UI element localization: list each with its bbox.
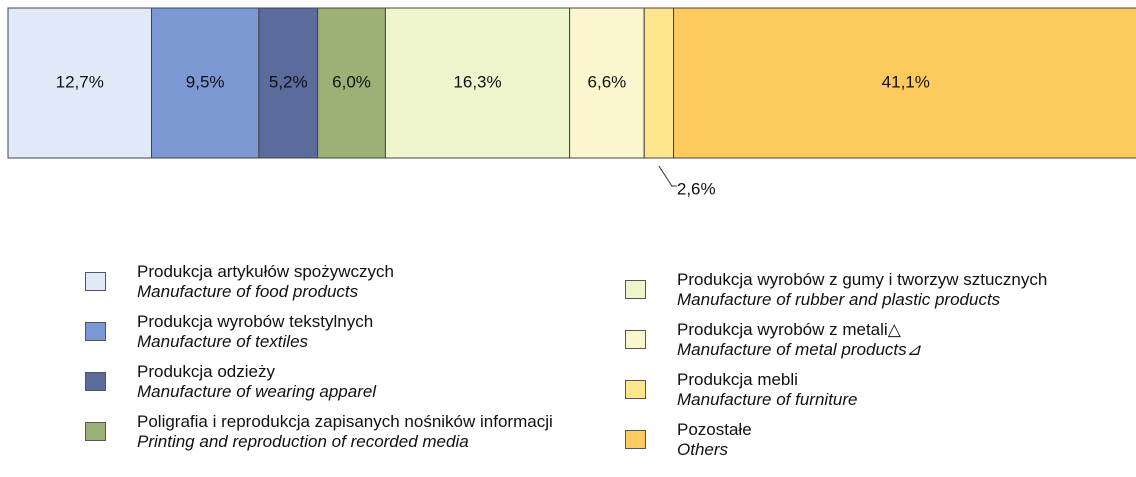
legend-swatch bbox=[85, 372, 106, 391]
legend-text: Produkcja wyrobów z metali△ Manufacture o… bbox=[677, 320, 1136, 360]
data-label: 6,0% bbox=[332, 72, 371, 91]
legend-name-en: Others bbox=[677, 440, 729, 459]
legend-swatch bbox=[625, 280, 646, 299]
legend-swatch bbox=[85, 422, 106, 441]
legend-text: Produkcja mebli Manufacture of furniture bbox=[677, 370, 1136, 410]
legend-swatch bbox=[625, 430, 646, 449]
legend-name-en: Manufacture of food products bbox=[137, 282, 359, 301]
legend-swatch bbox=[85, 272, 106, 291]
legend-text: Poligrafia i reprodukcja zapisanych nośn… bbox=[137, 412, 587, 452]
data-label: 2,6% bbox=[677, 179, 716, 198]
legend-name: Produkcja artykułów spożywczych bbox=[137, 262, 394, 281]
leader-line bbox=[658, 165, 677, 187]
legend-name-en: Printing and reproduction of recorded me… bbox=[137, 432, 469, 451]
bar-segment bbox=[317, 7, 386, 159]
legend-name-en: Manufacture of furniture bbox=[677, 390, 858, 409]
legend-name-en: Manufacture of rubber and plastic produc… bbox=[677, 290, 1001, 309]
legend-text: Produkcja wyrobów tekstylnych Manufacture… bbox=[137, 312, 587, 352]
legend-name: Produkcja wyrobów z gumy i tworzyw sztuc… bbox=[677, 270, 1048, 289]
legend-name: Poligrafia i reprodukcja zapisanych nośn… bbox=[137, 412, 553, 431]
legend-text: Produkcja odzieży Manufacture of wearing … bbox=[137, 362, 587, 402]
legend-name-en: Manufacture of textiles bbox=[137, 332, 309, 351]
legend-swatch bbox=[625, 380, 646, 399]
legend-name: Produkcja odzieży bbox=[137, 362, 275, 381]
data-label: 16,3% bbox=[453, 72, 501, 91]
legend-name: Produkcja wyrobów z metali△ bbox=[677, 320, 901, 339]
bar-segment bbox=[384, 7, 571, 159]
bar-segment bbox=[569, 7, 645, 159]
legend-name-en: Manufacture of wearing apparel bbox=[137, 382, 377, 401]
bar-segment bbox=[151, 7, 260, 159]
bar-segment bbox=[673, 7, 1136, 159]
bar-segment bbox=[643, 7, 675, 159]
bar-segment bbox=[7, 7, 153, 159]
data-label: 9,5% bbox=[186, 72, 225, 91]
data-label: 41,1% bbox=[882, 72, 930, 91]
data-label: 12,7% bbox=[56, 72, 104, 91]
legend-name: Produkcja mebli bbox=[677, 370, 798, 389]
legend-text: Produkcja artykułów spożywczych Manufactu… bbox=[137, 262, 587, 302]
bar-segment bbox=[258, 7, 319, 159]
data-label: 5,2% bbox=[269, 72, 308, 91]
legend-name: Pozostałe bbox=[677, 420, 752, 439]
legend-swatch bbox=[625, 330, 646, 349]
legend-swatch bbox=[85, 322, 106, 341]
chart: 12,7% 9,5% 5,2% 6,0% 16,3% 6,6% 2,6% 41,1% bbox=[7, 7, 1136, 198]
legend-name-en: Manufacture of metal products⊿ bbox=[677, 340, 921, 359]
data-label: 6,6% bbox=[588, 72, 627, 91]
legend-text: Pozostałe Others bbox=[677, 420, 1136, 460]
legend-name: Produkcja wyrobów tekstylnych bbox=[137, 312, 374, 331]
legend-text: Produkcja wyrobów z gumy i tworzyw sztuc… bbox=[677, 270, 1136, 310]
